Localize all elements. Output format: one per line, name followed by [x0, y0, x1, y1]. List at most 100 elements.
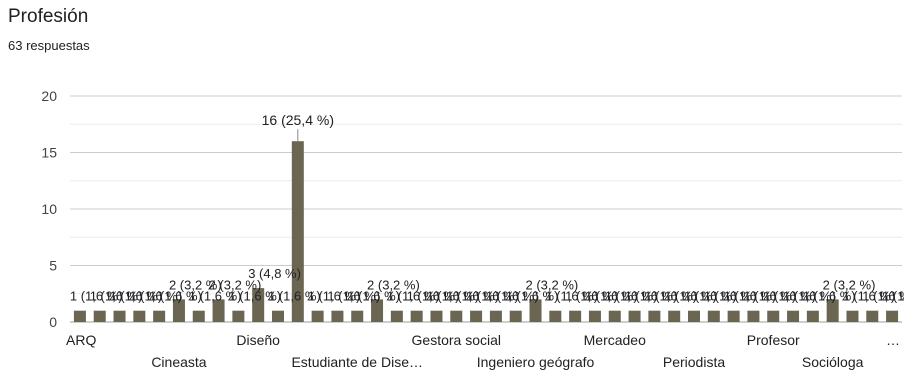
- data-label: 1 (1,6 %): [70, 289, 123, 304]
- data-label: 1 (1,6 %): [129, 289, 182, 304]
- data-label: 1 (1,6 %): [327, 289, 380, 304]
- data-label: 1 (1,6 %): [585, 289, 638, 304]
- data-label: 1 (1,6 %): [664, 289, 717, 304]
- bar: [529, 299, 542, 322]
- bar: [608, 310, 621, 322]
- data-label: 1 (1,6 %): [466, 289, 519, 304]
- x-tick-label: Profesor: [747, 332, 800, 348]
- data-label: 1 (1,6 %): [684, 289, 737, 304]
- response-count: 63 respuestas: [8, 38, 90, 53]
- x-tick-label: Socióloga: [802, 354, 864, 370]
- bar: [450, 310, 463, 322]
- data-label: 2 (3,2 %): [169, 277, 222, 292]
- chart-data-labels: 1 (1,6 %)1 (1,6 %)1 (1,6 %)1 (1,6 %)1 (1…: [70, 112, 904, 304]
- chart-bars: [73, 141, 899, 322]
- bar: [430, 310, 443, 322]
- bar: [648, 310, 661, 322]
- data-label: 2 (3,2 %): [526, 277, 579, 292]
- bar: [588, 310, 601, 322]
- bar: [311, 310, 324, 322]
- data-label: 1 (1,6 %): [407, 289, 460, 304]
- bar: [252, 288, 265, 322]
- data-label: 1 (1,6 %): [763, 289, 816, 304]
- chart-title: Profesión: [8, 6, 89, 27]
- bar: [688, 310, 700, 322]
- data-label: 1 (1,6 %): [625, 289, 678, 304]
- data-label: 2 (3,2 %): [209, 277, 262, 292]
- bar: [113, 310, 126, 322]
- data-label: 1 (1,6 %): [308, 289, 361, 304]
- bar: [192, 310, 205, 322]
- bar: [806, 310, 819, 322]
- bar: [351, 310, 364, 322]
- data-label: 2 (3,2 %): [823, 277, 876, 292]
- x-tick-label: Diseño: [236, 332, 280, 348]
- bar: [153, 310, 166, 322]
- bar: [371, 299, 384, 322]
- y-tick-label: 0: [49, 314, 57, 330]
- y-tick-label: 20: [41, 88, 57, 104]
- data-label: 1 (1,6 %): [426, 289, 479, 304]
- data-label: 1 (1,6 %): [724, 289, 777, 304]
- data-label: 1 (1,6 %): [565, 289, 618, 304]
- bar: [866, 310, 879, 322]
- bar: [767, 310, 780, 322]
- bar: [291, 141, 304, 322]
- bar: [232, 310, 245, 322]
- data-label: 1 (1,6 %): [90, 289, 143, 304]
- data-label: 2 (3,2 %): [367, 277, 420, 292]
- y-axis-ticks: 0 5 10 15 20: [41, 88, 57, 330]
- bar: [549, 310, 562, 322]
- data-label: 1 (1,6 %): [644, 289, 697, 304]
- chart-gridlines: [70, 95, 902, 323]
- data-label: 1 (1,6 %): [347, 289, 400, 304]
- bar: [272, 310, 284, 322]
- bar: [172, 299, 185, 322]
- bar: [470, 310, 483, 322]
- data-label: 1 (1,6 %): [446, 289, 499, 304]
- x-tick-label: Ingeniero geógrafo: [477, 354, 595, 370]
- bar: [331, 310, 344, 322]
- x-tick-label: Periodista: [663, 354, 725, 370]
- bar: [509, 310, 522, 322]
- bar: [727, 310, 740, 322]
- bar: [73, 310, 86, 322]
- data-label: 16 (25,4 %): [262, 112, 334, 128]
- data-label: 1 (1,6 %): [882, 289, 904, 304]
- data-label: 1 (1,6 %): [228, 289, 281, 304]
- bar: [133, 310, 146, 322]
- bar: [747, 310, 760, 322]
- bar: [390, 310, 403, 322]
- data-label: 1 (1,6 %): [862, 289, 904, 304]
- data-label: 1 (1,6 %): [842, 289, 895, 304]
- y-tick-label: 10: [41, 201, 57, 217]
- y-tick-label: 15: [41, 145, 57, 161]
- data-label: 1 (1,6 %): [149, 289, 202, 304]
- x-tick-label: Mercadeo: [584, 332, 646, 348]
- data-label: 1 (1,6 %): [506, 289, 559, 304]
- data-label: 1 (1,6 %): [545, 289, 598, 304]
- bar: [212, 299, 225, 322]
- bar: [628, 310, 641, 322]
- bar: [410, 310, 423, 322]
- data-label: 1 (1,6 %): [110, 289, 163, 304]
- bar: [787, 310, 800, 322]
- bar: [569, 310, 582, 322]
- data-label: 3 (4,8 %): [248, 266, 301, 281]
- data-label: 1 (1,6 %): [743, 289, 796, 304]
- data-label: 1 (1,6 %): [704, 289, 757, 304]
- bar: [93, 310, 106, 322]
- bar: [846, 310, 859, 322]
- bar: [668, 310, 681, 322]
- bar: [826, 299, 839, 322]
- x-tick-label: …: [886, 332, 900, 348]
- x-axis-ticks: ARQ Cineasta Diseño Estudiante de Dise… Gest…: [66, 332, 900, 370]
- x-tick-label: ARQ: [66, 332, 96, 348]
- bar: [886, 310, 899, 322]
- bar: [489, 310, 502, 322]
- data-label: 1 (1,6 %): [605, 289, 658, 304]
- data-label: 1 (1,6 %): [387, 289, 440, 304]
- data-label: 1 (1,6 %): [803, 289, 856, 304]
- x-tick-label: Gestora social: [412, 332, 501, 348]
- data-label: 1 (1,6 %): [189, 289, 242, 304]
